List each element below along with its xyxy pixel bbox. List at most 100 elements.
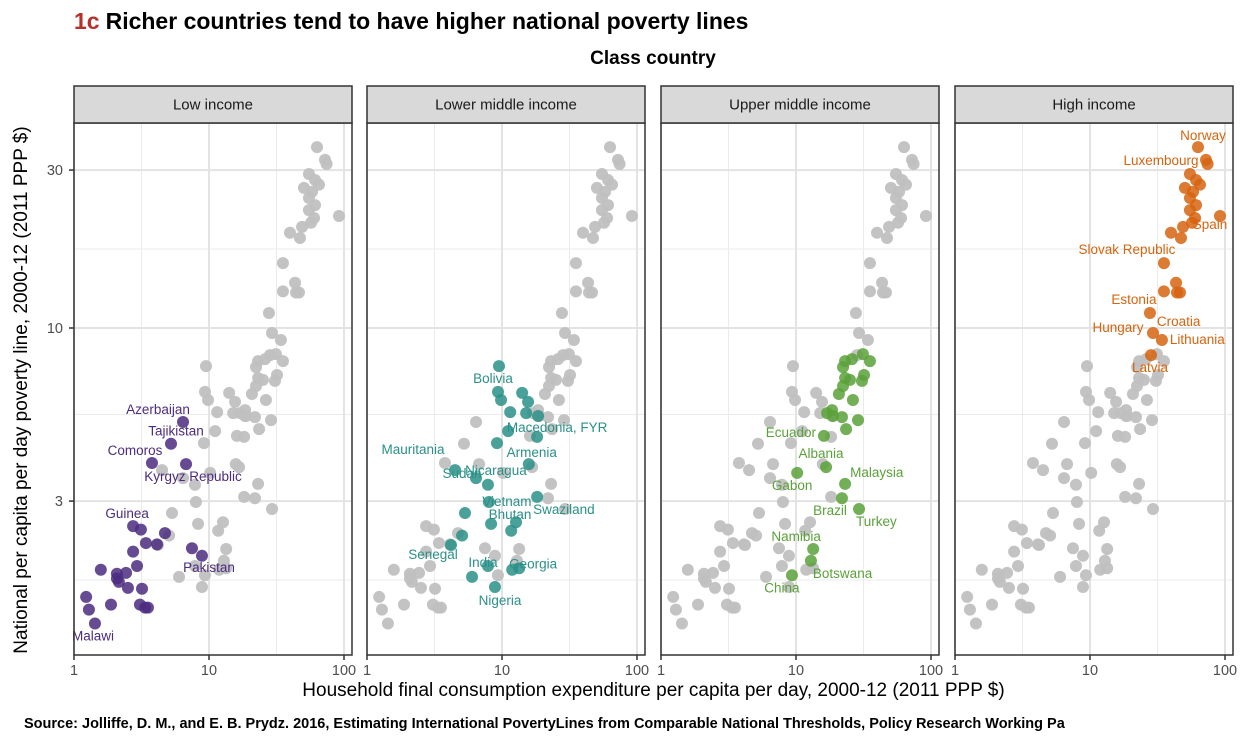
facet-strip (73, 85, 353, 124)
data-point (481, 478, 494, 491)
background-point (1129, 492, 1142, 505)
background-point (776, 496, 789, 509)
data-point (1174, 232, 1187, 245)
point-label: Malawi (72, 629, 114, 644)
figure-tag: 1c (74, 8, 100, 34)
data-point (82, 603, 95, 616)
background-point (726, 537, 739, 550)
background-point (1070, 496, 1083, 509)
data-point (492, 360, 505, 373)
x-tick-label: 100 (332, 663, 356, 679)
point-label: Vietnam (482, 494, 531, 509)
background-point (413, 566, 426, 579)
background-point (1061, 458, 1074, 471)
background-point (1002, 581, 1015, 594)
facet-strip-label: Upper middle income (729, 97, 871, 114)
background-point (545, 477, 558, 490)
background-point (165, 507, 178, 520)
data-point (531, 430, 544, 443)
background-point (993, 575, 1006, 588)
background-point (1092, 406, 1105, 419)
background-point (1078, 437, 1091, 450)
background-point (798, 406, 811, 419)
facet-panel: Azerbaijan Tajikistan Comoros Kyrgyz Republ… (70, 85, 356, 679)
data-point (105, 598, 118, 611)
point-label: Nigeria (479, 593, 522, 608)
point-label: Mauritania (382, 442, 446, 457)
data-point (458, 507, 471, 520)
x-tick-label: 1 (363, 663, 371, 679)
background-point (197, 437, 210, 450)
background-point (555, 306, 568, 319)
background-point (1044, 529, 1057, 542)
data-point (516, 386, 529, 399)
background-point (604, 141, 617, 154)
chart-title: 1c Richer countries tend to have higher n… (74, 8, 748, 35)
data-point (853, 502, 866, 515)
data-point (177, 416, 190, 429)
data-point (1157, 285, 1170, 298)
background-point (1157, 355, 1170, 368)
point-label: Turkey (856, 514, 897, 529)
data-point (1170, 276, 1183, 289)
background-point (692, 598, 705, 611)
data-point (852, 414, 865, 427)
data-point (121, 581, 134, 594)
facet-strip (660, 85, 940, 124)
background-point (311, 141, 324, 154)
background-point (276, 355, 289, 368)
data-point (1192, 141, 1205, 154)
background-point (248, 411, 261, 424)
background-point (252, 477, 265, 490)
background-point (825, 490, 838, 503)
point-label: Norway (1180, 128, 1226, 143)
point-label: Brazil (813, 503, 847, 518)
data-point (785, 569, 798, 582)
background-point (276, 257, 289, 270)
background-point (262, 306, 275, 319)
data-point (846, 353, 859, 366)
background-point (202, 394, 215, 407)
background-point (1012, 559, 1025, 572)
background-point (491, 569, 504, 582)
background-point (883, 220, 896, 233)
x-tick-label: 100 (919, 663, 943, 679)
background-point (667, 590, 680, 603)
x-tick-label: 10 (788, 663, 804, 679)
background-point (245, 387, 258, 400)
background-point (173, 570, 186, 583)
background-point (192, 517, 205, 530)
data-point (488, 581, 501, 594)
background-point (414, 581, 427, 594)
data-point (158, 527, 171, 540)
data-point (504, 406, 517, 419)
background-point (1026, 456, 1039, 469)
background-point (1079, 569, 1092, 582)
background-point (296, 220, 309, 233)
background-point (681, 563, 694, 576)
data-point (1173, 286, 1186, 299)
background-point (799, 524, 812, 537)
data-point (134, 523, 147, 536)
background-point (760, 570, 773, 583)
background-point (569, 257, 582, 270)
data-point (195, 549, 208, 562)
data-point (1155, 333, 1168, 346)
background-point (723, 582, 736, 595)
background-point (707, 566, 720, 579)
background-point (586, 232, 599, 245)
data-point (531, 490, 544, 503)
background-point (863, 257, 876, 270)
facet-panel: Norway Luxembourg Spain Slovak Republic Esto… (951, 85, 1237, 679)
background-point (767, 458, 780, 471)
background-point (289, 276, 302, 289)
background-point (1111, 429, 1124, 442)
facet-strip-label: Lower middle income (435, 97, 577, 114)
background-point (764, 416, 777, 429)
point-label: Guinea (105, 506, 149, 521)
point-label: Luxembourg (1123, 153, 1198, 168)
background-point (268, 374, 281, 387)
background-point (849, 306, 862, 319)
data-point (832, 387, 845, 400)
data-point (139, 537, 152, 550)
